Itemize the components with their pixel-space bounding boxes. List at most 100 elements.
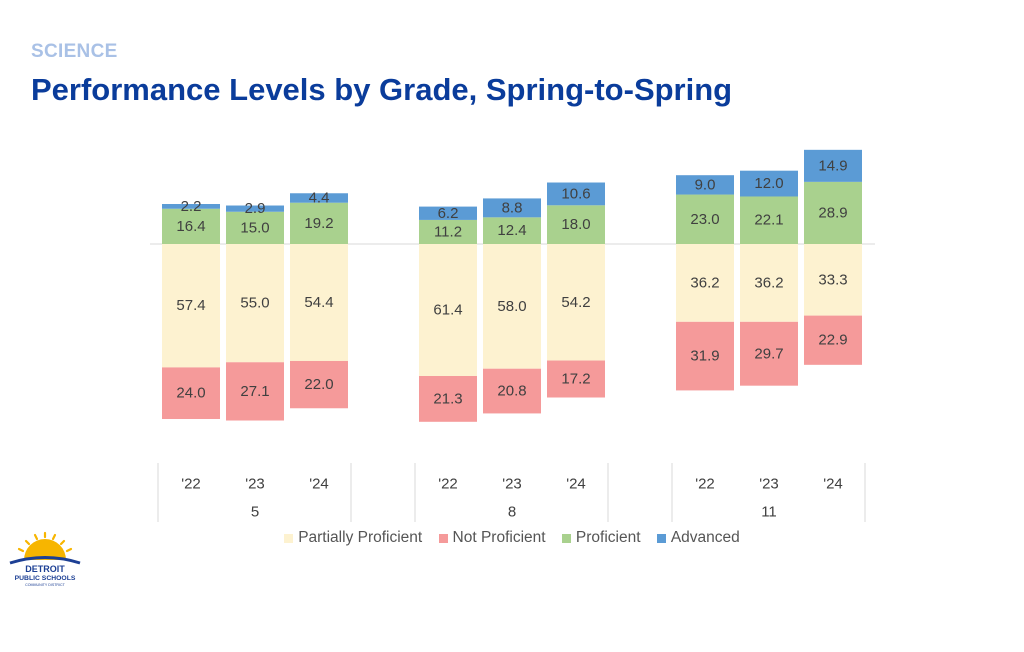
bar-segment-not-proficient: [226, 362, 284, 421]
bar-segment-proficient: [419, 219, 477, 244]
data-label-advanced: 2.9: [245, 200, 266, 217]
x-group-label-grade: 5: [251, 504, 259, 521]
data-label-proficient: 15.0: [240, 219, 269, 236]
bar-segment-proficient: [676, 194, 734, 244]
data-label-not-proficient: 22.0: [304, 376, 333, 393]
data-label-not-proficient: 29.7: [754, 345, 783, 362]
x-tick-label-year: '23: [502, 476, 522, 493]
x-group-label-grade: 11: [761, 504, 777, 521]
bar-segment-partially-proficient: [226, 244, 284, 363]
bar-segment-advanced: [290, 193, 348, 203]
logo-line-2: PUBLIC SCHOOLS: [15, 575, 76, 582]
legend-item-partially-proficient: Partially Proficient: [284, 529, 422, 547]
data-label-advanced: 14.9: [818, 157, 847, 174]
data-label-partially-proficient: 54.2: [561, 294, 590, 311]
bar-segment-partially-proficient: [162, 244, 220, 368]
section-label: SCIENCE: [31, 41, 118, 62]
bar-segment-not-proficient: [676, 321, 734, 391]
data-label-partially-proficient: 36.2: [690, 274, 719, 291]
data-label-proficient: 18.0: [561, 216, 590, 233]
bar-segment-not-proficient: [419, 376, 477, 422]
data-label-proficient: 23.0: [690, 211, 719, 228]
legend-label: Advanced: [670, 529, 740, 546]
bar-segment-advanced: [676, 175, 734, 195]
legend-swatch: [438, 533, 448, 543]
bar-segment-proficient: [162, 208, 220, 244]
bar-segment-advanced: [547, 182, 605, 206]
bar-segment-advanced: [226, 205, 284, 212]
data-label-proficient: 11.2: [434, 223, 462, 240]
data-label-proficient: 22.1: [754, 212, 783, 229]
x-group-label-grade: 8: [508, 504, 516, 521]
legend-swatch: [561, 533, 571, 543]
x-tick-label-year: '22: [181, 476, 201, 493]
logo-line-1: DETROIT: [25, 564, 65, 574]
bar-segment-advanced: [162, 204, 220, 209]
bar-segment-partially-proficient: [547, 244, 605, 361]
data-label-not-proficient: 22.9: [818, 332, 847, 349]
sun-icon: [9, 531, 81, 565]
bar-segment-not-proficient: [483, 368, 541, 414]
bar-segment-partially-proficient: [804, 244, 862, 316]
data-label-partially-proficient: 61.4: [433, 302, 462, 319]
data-label-advanced: 12.0: [754, 175, 783, 192]
bar-segment-proficient: [226, 211, 284, 244]
data-label-advanced: 2.2: [181, 198, 202, 215]
data-label-not-proficient: 20.8: [497, 383, 526, 400]
bar-segment-partially-proficient: [290, 244, 348, 361]
bar-segment-advanced: [419, 206, 477, 220]
data-label-advanced: 8.8: [502, 199, 523, 216]
bar-segment-advanced: [740, 170, 798, 197]
bar-segment-partially-proficient: [740, 244, 798, 322]
bar-segment-proficient: [804, 181, 862, 244]
bar-segment-advanced: [804, 149, 862, 182]
data-label-not-proficient: 24.0: [176, 385, 205, 402]
data-label-proficient: 16.4: [176, 218, 205, 235]
data-label-proficient: 19.2: [304, 215, 333, 232]
data-label-proficient: 28.9: [818, 204, 847, 221]
bar-segment-proficient: [290, 202, 348, 244]
data-label-advanced: 10.6: [561, 185, 590, 202]
data-label-partially-proficient: 55.0: [240, 295, 269, 312]
x-tick-label-year: '22: [695, 476, 715, 493]
data-label-not-proficient: 21.3: [433, 390, 462, 407]
x-tick-label-year: '24: [823, 476, 843, 493]
data-label-partially-proficient: 58.0: [497, 298, 526, 315]
x-tick-label-year: '23: [245, 476, 265, 493]
bar-segment-not-proficient: [162, 367, 220, 420]
logo-line-3: COMMUNITY DISTRICT: [25, 583, 65, 587]
page-title: Performance Levels by Grade, Spring-to-S…: [31, 72, 733, 107]
legend-item-advanced: Advanced: [656, 529, 740, 547]
bar-segment-partially-proficient: [483, 244, 541, 369]
data-label-partially-proficient: 57.4: [176, 297, 205, 314]
legend-item-not-proficient: Not Proficient: [438, 529, 546, 547]
x-tick-label-year: '24: [309, 476, 329, 493]
bar-segment-not-proficient: [547, 360, 605, 398]
data-label-proficient: 12.4: [497, 222, 526, 239]
x-tick-label-year: '22: [438, 476, 458, 493]
legend-swatch: [656, 533, 666, 543]
bar-segment-not-proficient: [804, 315, 862, 365]
bar-segment-proficient: [483, 217, 541, 244]
data-label-not-proficient: 27.1: [240, 383, 269, 400]
bar-segment-partially-proficient: [419, 244, 477, 377]
legend-label: Not Proficient: [452, 529, 546, 546]
bar-segment-not-proficient: [290, 360, 348, 409]
data-label-partially-proficient: 33.3: [818, 271, 847, 288]
legend-label: Partially Proficient: [298, 529, 423, 546]
district-logo: DETROIT PUBLIC SCHOOLS COMMUNITY DISTRIC…: [9, 531, 81, 587]
bar-segment-proficient: [547, 205, 605, 244]
chart-legend: Partially Proficient Not Proficient Prof…: [0, 529, 1024, 548]
bar-segment-proficient: [740, 196, 798, 244]
data-label-partially-proficient: 36.2: [754, 274, 783, 291]
data-label-not-proficient: 31.9: [690, 348, 719, 365]
data-label-advanced: 4.4: [309, 189, 330, 206]
legend-swatch: [284, 533, 294, 543]
data-label-advanced: 6.2: [438, 205, 459, 222]
bar-segment-partially-proficient: [676, 244, 734, 322]
data-label-advanced: 9.0: [695, 176, 716, 193]
data-label-partially-proficient: 54.4: [304, 294, 333, 311]
x-tick-label-year: '24: [566, 476, 586, 493]
data-label-not-proficient: 17.2: [561, 371, 590, 388]
